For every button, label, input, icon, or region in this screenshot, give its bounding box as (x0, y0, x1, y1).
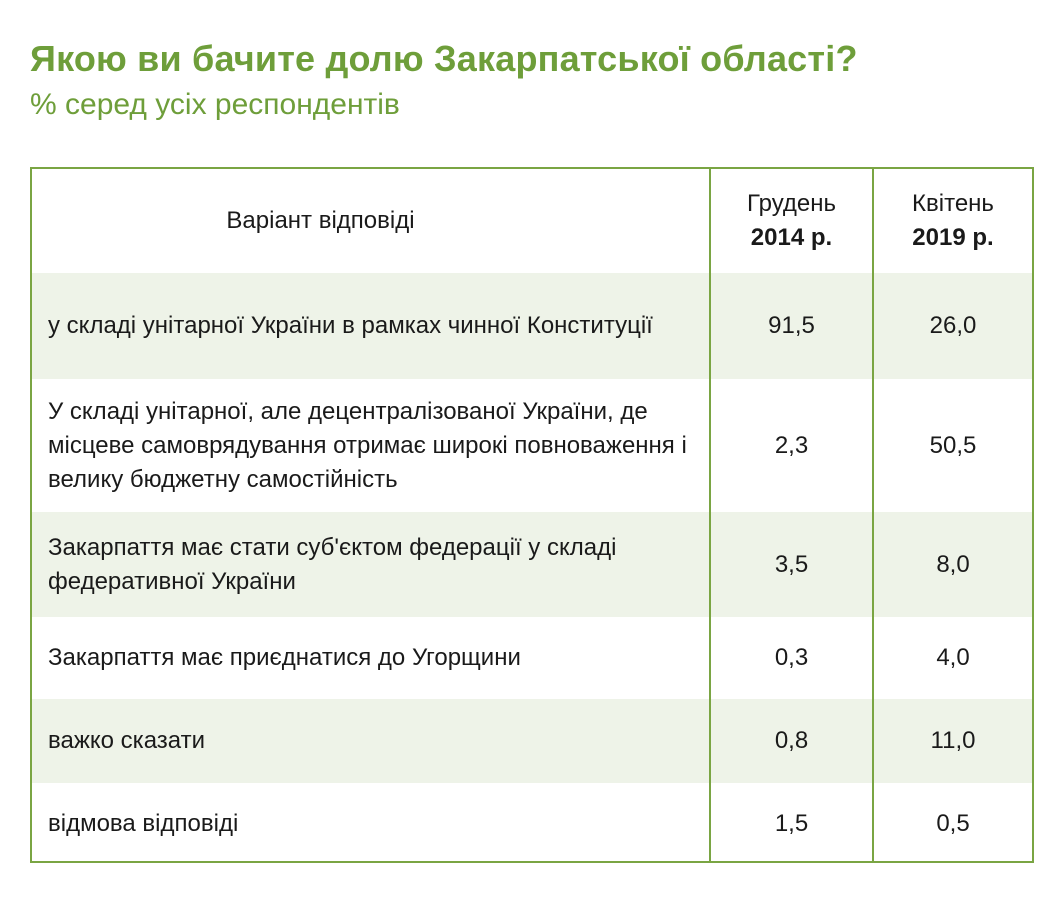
value-dec-2014: 91,5 (709, 273, 873, 379)
value-apr-2019: 8,0 (872, 512, 1032, 617)
value-apr-2019: 0,5 (872, 783, 1032, 861)
value-apr-2019: 11,0 (872, 699, 1032, 783)
table-row: Закарпаття має приєднатися до Угорщини 0… (32, 617, 1032, 699)
table-row: у складі унітарної України в рамках чинн… (32, 273, 1032, 379)
row-label: відмова відповіді (48, 810, 239, 837)
value-apr-2019: 26,0 (872, 273, 1032, 379)
table-row: важко сказати 0,8 11,0 (32, 699, 1032, 783)
value-dec-2014: 3,5 (709, 512, 873, 617)
header-dec-2014-month: Грудень (746, 190, 837, 217)
row-label: Закарпаття має стати суб'єктом федерації… (32, 512, 710, 617)
header-dec-2014: Грудень 2014 р. (709, 169, 873, 273)
chart-subtitle: % серед усіх респондентів (30, 88, 400, 121)
header-answer-option: Варіант відповіді (32, 169, 710, 273)
table-row: У складі унітарної, але децентралізовано… (32, 379, 1032, 512)
header-apr-2019-year: 2019 р. (912, 224, 994, 251)
table-row: Закарпаття має стати суб'єктом федерації… (32, 512, 1032, 617)
header-answer-option-label: Варіант відповіді (226, 207, 415, 234)
data-table: Варіант відповіді Грудень 2014 р. Квітен… (32, 169, 1032, 861)
value-dec-2014: 0,3 (709, 617, 873, 699)
row-label: у складі унітарної України в рамках чинн… (32, 273, 710, 379)
row-label: Закарпаття має приєднатися до Угорщини (48, 644, 521, 671)
header-apr-2019-month: Квітень (912, 190, 994, 217)
chart-title: Якою ви бачите долю Закарпатської област… (30, 38, 858, 79)
table-header-row: Варіант відповіді Грудень 2014 р. Квітен… (32, 169, 1032, 273)
survey-table: Варіант відповіді Грудень 2014 р. Квітен… (30, 167, 1034, 863)
row-label: важко сказати (32, 699, 710, 783)
value-apr-2019: 4,0 (872, 617, 1032, 699)
value-dec-2014: 2,3 (709, 379, 873, 512)
value-apr-2019: 50,5 (872, 379, 1032, 512)
header-apr-2019: Квітень 2019 р. (872, 169, 1032, 273)
value-dec-2014: 1,5 (709, 783, 873, 861)
row-label: У складі унітарної, але децентралізовано… (48, 397, 687, 493)
table-row: відмова відповіді 1,5 0,5 (32, 783, 1032, 861)
header-dec-2014-year: 2014 р. (750, 224, 833, 251)
value-dec-2014: 0,8 (709, 699, 873, 783)
